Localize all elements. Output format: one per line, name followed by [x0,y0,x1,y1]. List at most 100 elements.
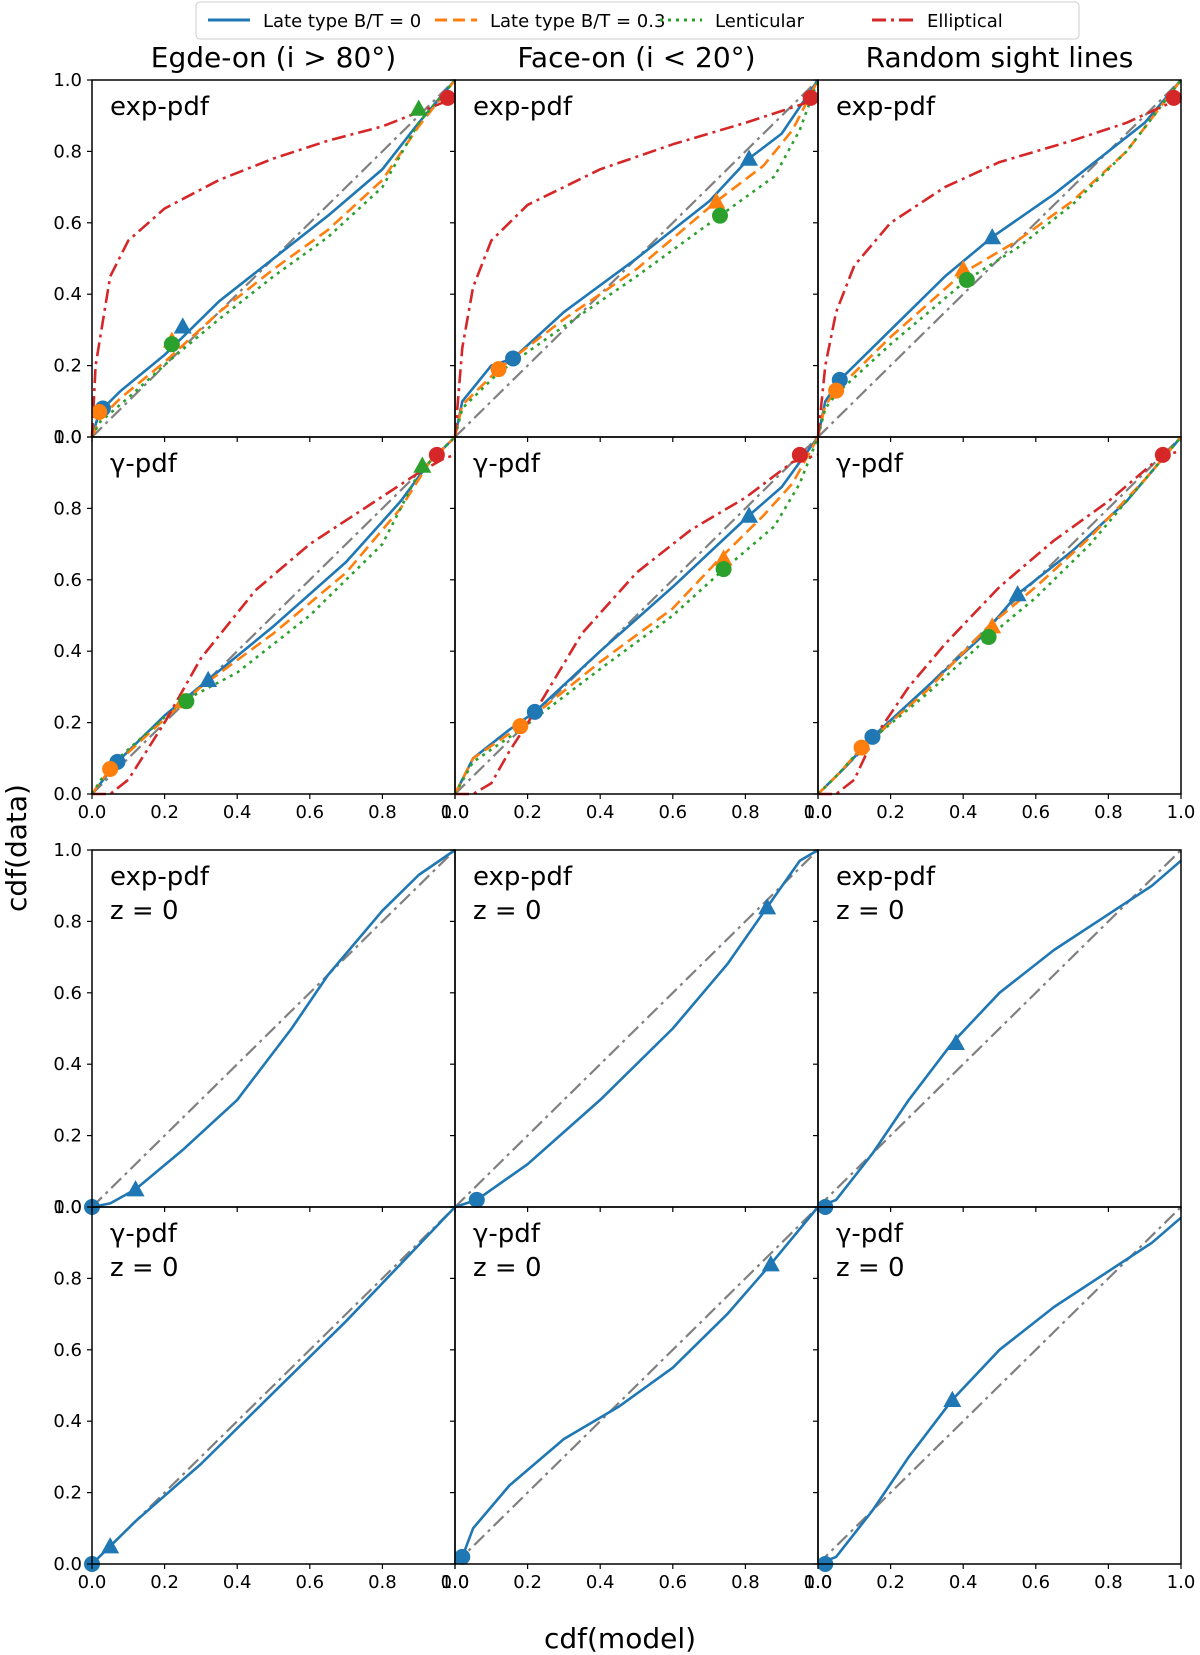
panel-label: exp-pdf [473,92,573,122]
panel-label: γ-pdf [473,449,541,479]
circle-marker [980,628,997,645]
triangle-marker [199,670,218,687]
circle-marker [1154,446,1171,463]
panel-label: exp-pdf [836,862,936,892]
column-title: Egde-on (i > 80°) [151,41,396,74]
series-line [90,436,456,795]
triangle-marker [413,456,432,473]
series-line [816,96,1182,438]
series-line [454,1206,820,1565]
x-tick-label: 0.2 [150,1572,179,1593]
column-title: Random sight lines [866,41,1134,74]
series-line [90,436,456,795]
x-tick-label: 0.0 [804,802,833,823]
panel-sublabel: z = 0 [110,1253,179,1283]
panel: 0.0 0.2 0.4 0.6 0.8 1.0 exp-pdf z = 0 [53,840,456,1218]
reference-line [817,849,1182,1208]
triangle-marker [946,1033,965,1050]
y-tick-label: 0.2 [53,713,82,734]
circle-marker [828,382,845,399]
reference-line [91,436,456,795]
series-line [453,436,820,795]
panel: 0.0 0.2 0.4 0.6 0.8 1.0 γ-pdf [804,436,1195,823]
x-tick-label: 0.6 [1021,802,1050,823]
x-tick-label: 0.0 [441,802,470,823]
legend-frame [195,1,1080,40]
y-tick-label: 0.4 [53,1411,82,1432]
panel-frame [817,1206,1182,1565]
panel-sublabel: z = 0 [473,896,542,926]
panel: exp-pdf [813,79,1183,442]
reference-line [454,1206,819,1565]
y-tick-label: 0.8 [53,141,82,162]
circle-marker [468,1191,485,1208]
y-tick-label: 0.2 [53,1126,82,1147]
triangle-marker [173,317,192,334]
series-line [453,79,820,438]
x-tick-label: 1.0 [804,1572,833,1593]
circle-marker [178,693,195,710]
y-tick-label: 1.0 [53,1197,82,1218]
triangle-marker [714,549,733,566]
panel-label: exp-pdf [110,92,210,122]
x-tick-label: 0.0 [78,802,107,823]
y-tick-label: 0.6 [53,1340,82,1361]
panel-label: exp-pdf [473,862,573,892]
panel: 0.00.20.40.60.81.00.0 0.2 0.4 0.6 0.8 1.0γ-pd… [53,1197,469,1593]
series-line [455,453,819,796]
panel: 0.0 0.2 0.4 0.6 0.8 1.0 exp-pdf [53,70,457,448]
x-tick-label: 0.2 [876,1572,905,1593]
y-tick-label: 1.0 [53,427,82,448]
triangle-marker [707,192,726,209]
panel-sublabel: z = 0 [110,896,179,926]
y-tick-label: 1.0 [53,70,82,91]
circle-marker [958,271,975,288]
y-tick-label: 0.0 [53,784,82,805]
x-tick-label: 0.8 [731,802,760,823]
panels: 0.0 0.2 0.4 0.6 0.8 1.0 exp-pdf exp-pdf exp-pdf 0… [53,70,1195,1593]
circle-marker [802,89,819,106]
panel-label: γ-pdf [836,1219,904,1249]
x-tick-label: 0.2 [513,802,542,823]
y-tick-label: 0.6 [53,983,82,1004]
panel-sublabel: z = 0 [473,1253,542,1283]
y-tick-label: 0.8 [53,498,82,519]
x-tick-label: 1.0 [441,1572,470,1593]
x-tick-label: 0.8 [368,1572,397,1593]
x-tick-label: 1.0 [1167,1572,1196,1593]
y-tick-label: 0.4 [53,284,82,305]
circle-marker [163,336,180,353]
triangle-marker [983,228,1002,245]
panel-label: γ-pdf [110,1219,178,1249]
y-tick-label: 0.2 [53,356,82,377]
x-tick-label: 0.4 [223,802,252,823]
series-line [453,79,820,438]
reference-line [454,849,819,1208]
triangle-marker [740,506,759,523]
panel: 0.0 0.2 0.4 0.6 0.8 1.0 γ-pdf [441,436,832,823]
x-tick-label: 0.4 [949,802,978,823]
circle-marker [91,404,108,421]
circle-marker [853,739,870,756]
y-tick-label: 0.6 [53,570,82,591]
panel-label: γ-pdf [836,449,904,479]
legend-label: Late type B/T = 0.3 [490,11,665,32]
triangle-marker [126,1180,145,1197]
x-tick-label: 0.6 [658,1572,687,1593]
circle-marker [505,350,522,367]
x-tick-label: 0.2 [876,802,905,823]
legend-label: Late type B/T = 0 [263,11,421,32]
circle-marker [454,1548,471,1565]
series-line [817,1216,1182,1566]
reference-line [91,849,456,1208]
series-line [454,848,819,1209]
y-tick-label: 0.2 [53,1483,82,1504]
series-line [816,79,1183,438]
y-tick-label: 0.0 [53,1554,82,1575]
x-tick-label: 1.0 [441,802,470,823]
series-line [92,453,456,796]
series-line [90,79,456,438]
triangle-marker [758,898,777,915]
x-tick-label: 0.8 [731,1572,760,1593]
